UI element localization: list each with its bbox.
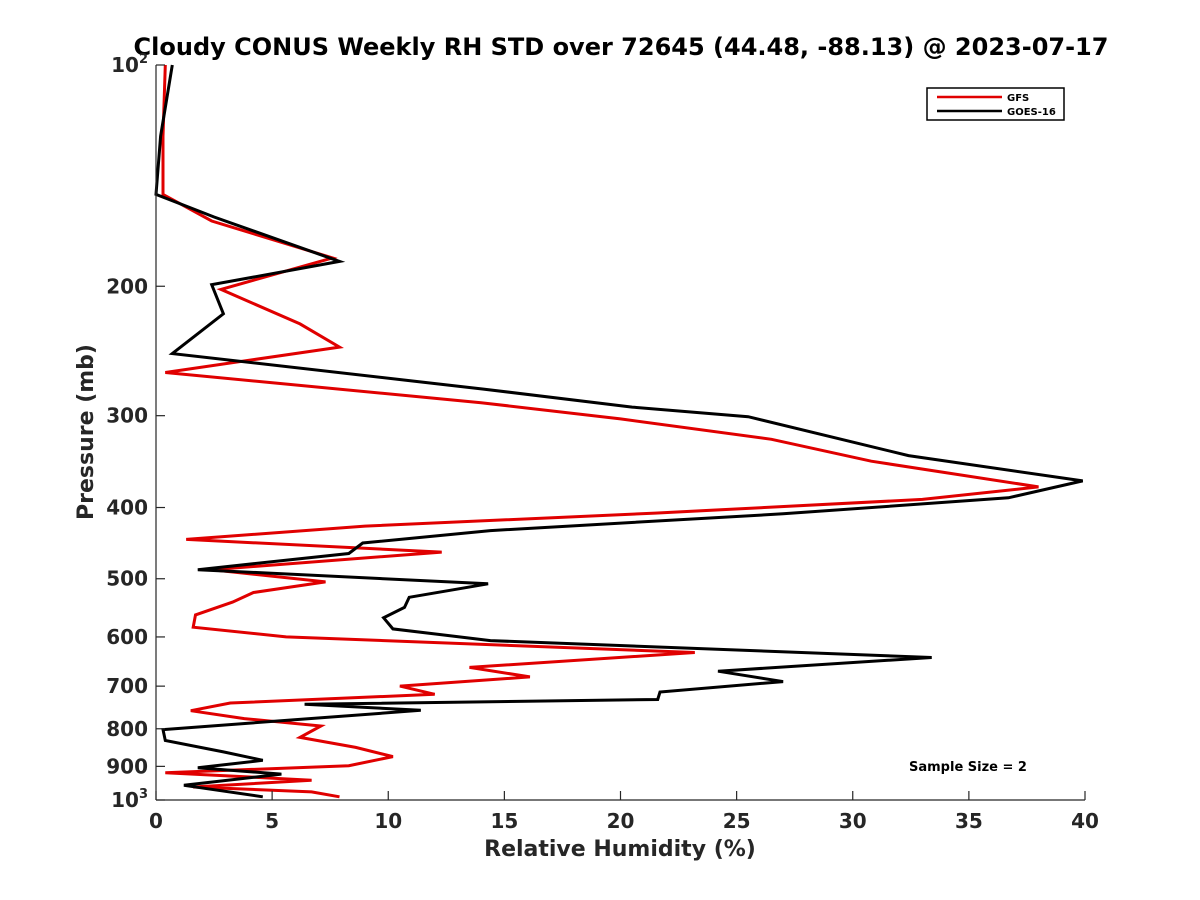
y-tick-label: 600	[106, 625, 148, 649]
y-tick-label: 102	[111, 52, 148, 77]
series-line-goes16	[154, 64, 1084, 799]
y-axis-label: Pressure (mb)	[74, 344, 99, 520]
x-tick-label: 0	[149, 809, 163, 833]
x-tick-label: 35	[955, 809, 983, 833]
series-layer	[154, 64, 1084, 799]
x-tick-label: 5	[265, 809, 279, 833]
y-tick-label: 200	[106, 274, 148, 298]
legend-label-goes16: GOES-16	[1007, 107, 1056, 118]
legend-box	[926, 87, 1065, 121]
y-ticks: 102 200 300 400 500 600 700 800 900 103	[106, 52, 165, 812]
y-tick-label: 400	[106, 496, 148, 520]
x-tick-label: 15	[490, 809, 518, 833]
y-tick-label: 700	[106, 674, 148, 698]
y-tick-label: 900	[106, 754, 148, 778]
x-tick-label: 30	[839, 809, 867, 833]
x-ticks: 0 5 10 15 20 25 30 35 40	[149, 791, 1099, 833]
x-tick-label: 40	[1071, 809, 1099, 833]
y-tick-label: 103	[111, 787, 148, 812]
x-tick-label: 10	[374, 809, 402, 833]
x-axis-label: Relative Humidity (%)	[484, 837, 756, 862]
legend-label-gfs: GFS	[1007, 93, 1029, 104]
y-tick-label: 300	[106, 404, 148, 428]
x-tick-label: 20	[607, 809, 635, 833]
sample-size-annotation: Sample Size = 2	[909, 760, 1027, 775]
x-tick-label: 25	[723, 809, 751, 833]
y-tick-label: 500	[106, 567, 148, 591]
legend: GFS GOES-16	[926, 87, 1065, 121]
chart-title: Cloudy CONUS Weekly RH STD over 72645 (4…	[134, 33, 1109, 61]
series-line-gfs	[161, 64, 1039, 799]
y-tick-label: 800	[106, 717, 148, 741]
